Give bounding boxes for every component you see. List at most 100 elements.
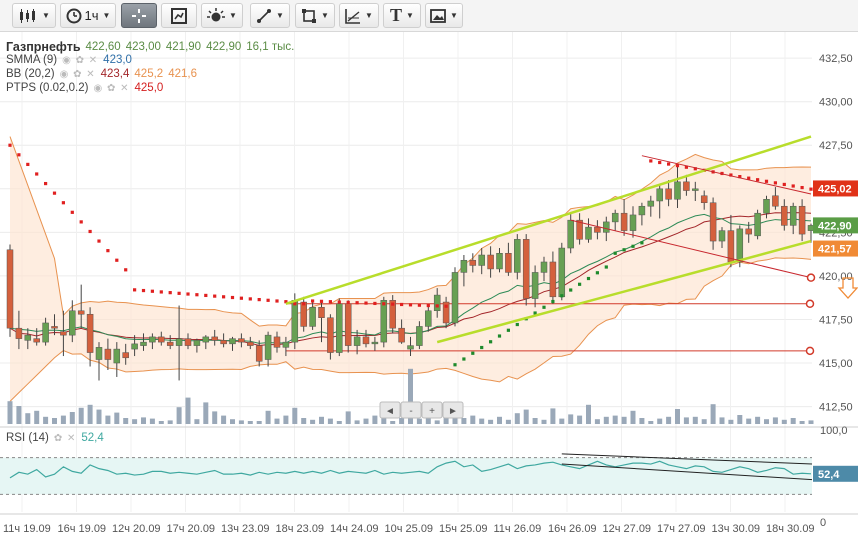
parabolic-sar-dot — [124, 268, 128, 272]
legend-symbol: Газпрнефть — [6, 40, 81, 54]
x-tick-label: 12ч 20.09 — [112, 523, 161, 535]
volume-bar — [7, 401, 13, 424]
candle-body — [789, 205, 797, 226]
parabolic-sar-dot — [462, 357, 466, 361]
price-chart[interactable]: 412,50415,00417,50420,00422,50425,00427,… — [0, 32, 858, 541]
y-tick-label: 427,50 — [819, 140, 853, 152]
volume-bar — [728, 419, 734, 424]
legend-bb-name: BB (20,2) — [6, 68, 55, 80]
x-tick-label: 11ч 26.09 — [494, 523, 542, 535]
y-tick-label: 412,50 — [819, 402, 853, 414]
volume-bar — [586, 404, 591, 424]
candle-body — [380, 300, 388, 343]
y-tick-label: 415,00 — [819, 358, 853, 370]
volume-bar — [221, 415, 227, 424]
candle-body — [594, 226, 601, 233]
price-tag-label: 422,90 — [818, 220, 852, 232]
bollinger-band-fill — [10, 136, 811, 402]
volume-bar — [470, 415, 476, 424]
volume-bar — [550, 408, 556, 424]
volume-bar — [43, 416, 49, 424]
candle-body — [77, 310, 85, 315]
volume-bar — [123, 418, 129, 424]
interval-button[interactable]: 1ч ▼ — [60, 3, 116, 28]
candle-body — [193, 340, 201, 346]
chevron-down-icon: ▼ — [365, 11, 373, 20]
legend-open: 422,60 — [85, 41, 121, 53]
candle-body — [558, 247, 566, 298]
parabolic-sar-dot — [79, 220, 83, 224]
candle-body — [184, 338, 192, 346]
volume-bar — [167, 420, 173, 424]
parabolic-sar-dot — [133, 288, 137, 292]
parabolic-sar-dot — [782, 182, 786, 187]
legend-settings-icon[interactable]: ◉ ✿ ✕ — [59, 68, 96, 80]
candle-body — [113, 348, 121, 364]
fibonacci-icon — [345, 8, 361, 24]
y-tick-label: 432,50 — [819, 53, 853, 65]
x-tick-label: 18ч 23.09 — [276, 523, 325, 535]
legend-settings-icon[interactable]: ◉ ✿ ✕ — [62, 54, 99, 66]
parabolic-sar-dot — [426, 303, 430, 308]
price-tag-box — [813, 217, 858, 234]
chart-area-button[interactable] — [161, 3, 197, 28]
candle-body — [674, 181, 681, 200]
volume-bar — [247, 421, 253, 424]
candle-body — [51, 326, 58, 329]
text-tool-button[interactable]: T ▼ — [383, 3, 421, 28]
parabolic-sar-dot — [551, 299, 555, 304]
candle-body — [273, 336, 281, 348]
volume-bar — [692, 416, 698, 424]
crosshair-button[interactable] — [121, 3, 157, 28]
parabolic-sar-dot — [613, 251, 617, 255]
volume-bar — [399, 418, 405, 424]
x-tick-label: 13ч 30.09 — [712, 523, 761, 535]
candle-body — [389, 300, 396, 329]
legend-bb-mid: 423,4 — [100, 68, 130, 80]
candle-body — [603, 221, 610, 233]
nav-button-label: ► — [448, 406, 458, 417]
volume-bar — [488, 419, 494, 424]
legend-high: 423,00 — [125, 41, 161, 53]
volume-bar — [212, 411, 218, 424]
image-tool-button[interactable]: ▼ — [425, 3, 463, 28]
volume-bar — [755, 416, 761, 424]
candle-body — [24, 334, 32, 341]
candle-body — [291, 300, 299, 343]
volume-bar — [78, 407, 84, 424]
chart-type-button[interactable]: ▼ — [12, 3, 56, 28]
legend-settings-icon[interactable]: ◉ ✿ ✕ — [93, 82, 130, 94]
indicators-button[interactable]: ▼ — [201, 3, 243, 28]
line-handle — [805, 346, 815, 356]
candle-body — [709, 202, 717, 242]
candle-body — [451, 272, 459, 324]
volume-bar — [381, 413, 387, 424]
line-tool-button[interactable]: ▼ — [250, 3, 290, 28]
volume-bar — [283, 415, 289, 424]
legend-ptps: PTPS (0.02,0.2) ◉ ✿ ✕ 425,0 — [6, 82, 168, 94]
legend-settings-icon[interactable]: ✿ ✕ — [53, 432, 77, 444]
parabolic-sar-dot — [631, 244, 635, 248]
volume-bar — [141, 417, 146, 424]
y-tick-label: 430,00 — [819, 97, 853, 109]
candle-body — [247, 341, 254, 346]
shape-tool-button[interactable]: ▼ — [295, 3, 335, 28]
volume-bar — [559, 418, 565, 424]
parabolic-sar-dot — [311, 299, 315, 303]
parabolic-sar-dot — [435, 304, 439, 308]
chart-area[interactable]: 412,50415,00417,50420,00422,50425,00427,… — [0, 32, 858, 541]
parabolic-sar-dot — [248, 297, 252, 301]
chart-toolbar: ▼ 1ч ▼ ▼ ▼ ▼ ▼ T ▼ ▼ — [0, 0, 858, 32]
volume-bar — [265, 410, 271, 424]
fibonacci-tool-button[interactable]: ▼ — [339, 3, 379, 28]
parabolic-sar-dot — [675, 164, 680, 168]
parabolic-sar-dot — [222, 295, 226, 299]
x-tick-label: 16ч 26.09 — [548, 523, 597, 535]
rsi-zone-fill — [0, 457, 812, 495]
candle-body — [95, 347, 103, 360]
bollinger-upper-line — [9, 136, 812, 327]
volume-bar — [185, 397, 191, 424]
chevron-down-icon: ▼ — [450, 11, 458, 20]
candle-body — [407, 345, 414, 350]
volume-bar — [194, 419, 200, 424]
